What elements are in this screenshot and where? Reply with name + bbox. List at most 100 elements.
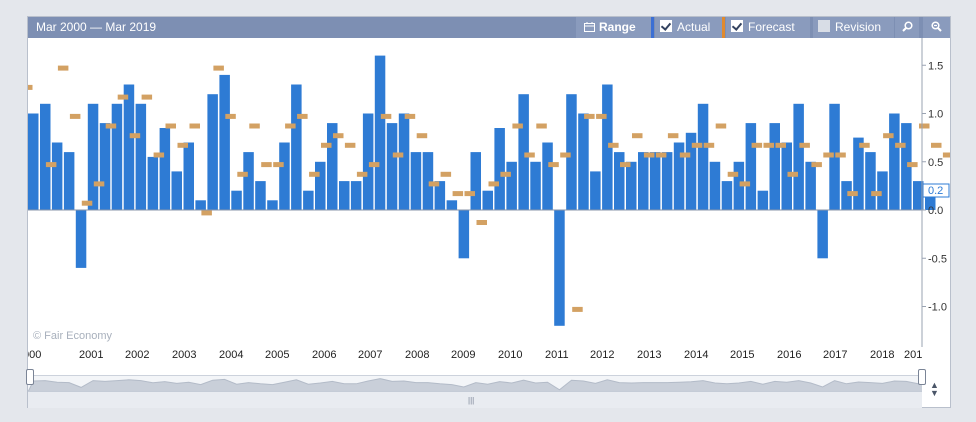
forecast-marker[interactable] xyxy=(811,162,822,168)
actual-bar[interactable] xyxy=(554,210,565,326)
forecast-marker[interactable] xyxy=(404,113,416,119)
forecast-marker[interactable] xyxy=(655,152,667,158)
actual-bar[interactable] xyxy=(661,152,673,210)
actual-bar[interactable] xyxy=(865,152,876,210)
actual-bar[interactable] xyxy=(805,161,816,211)
actual-bar[interactable] xyxy=(195,200,206,210)
forecast-marker[interactable] xyxy=(249,123,260,129)
forecast-marker[interactable] xyxy=(129,133,141,139)
actual-bar[interactable] xyxy=(841,181,852,210)
actual-bar[interactable] xyxy=(685,132,697,210)
forecast-marker[interactable] xyxy=(847,191,858,197)
actual-bar[interactable] xyxy=(303,190,314,210)
forecast-marker[interactable] xyxy=(344,142,356,148)
actual-bar[interactable] xyxy=(183,142,195,211)
forecast-marker[interactable] xyxy=(201,210,212,216)
actual-bar[interactable] xyxy=(40,103,51,210)
forecast-marker[interactable] xyxy=(153,152,165,158)
forecast-marker[interactable] xyxy=(548,162,559,168)
actual-bar[interactable] xyxy=(99,123,111,210)
forecast-marker[interactable] xyxy=(69,113,81,119)
forecast-marker[interactable] xyxy=(333,133,344,139)
forecast-marker[interactable] xyxy=(368,162,380,168)
actual-bar[interactable] xyxy=(602,84,613,211)
actual-bar[interactable] xyxy=(207,94,218,210)
actual-bar[interactable] xyxy=(279,142,290,211)
actual-bar[interactable] xyxy=(386,123,398,210)
forecast-marker[interactable] xyxy=(643,152,655,158)
forecast-marker[interactable] xyxy=(476,220,488,225)
forecast-marker[interactable] xyxy=(93,181,105,187)
actual-bar[interactable] xyxy=(614,152,625,210)
forecast-marker[interactable] xyxy=(57,65,69,71)
actual-bar[interactable] xyxy=(28,113,39,211)
actual-bar[interactable] xyxy=(350,181,362,210)
forecast-marker[interactable] xyxy=(380,113,392,119)
actual-bar[interactable] xyxy=(757,190,769,210)
actual-bar[interactable] xyxy=(506,161,517,211)
actual-bar[interactable] xyxy=(219,74,230,211)
navigator-right-handle[interactable] xyxy=(918,369,926,385)
navigator-left-handle[interactable] xyxy=(26,369,34,385)
actual-bar[interactable] xyxy=(470,152,482,210)
zoom-out-button[interactable] xyxy=(923,17,950,38)
actual-bar[interactable] xyxy=(422,152,434,210)
forecast-marker[interactable] xyxy=(452,191,464,197)
forecast-marker[interactable] xyxy=(416,133,428,139)
actual-bar[interactable] xyxy=(243,152,254,210)
actual-bar[interactable] xyxy=(494,128,505,210)
actual-bar[interactable] xyxy=(709,161,721,211)
actual-bar[interactable] xyxy=(590,171,601,210)
actual-bar[interactable] xyxy=(398,113,410,211)
actual-bar[interactable] xyxy=(901,123,912,210)
forecast-checkbox[interactable] xyxy=(731,20,743,32)
forecast-marker[interactable] xyxy=(500,171,511,177)
actual-bar[interactable] xyxy=(793,103,804,210)
forecast-marker[interactable] xyxy=(835,152,846,158)
forecast-marker[interactable] xyxy=(739,181,751,187)
actual-bar[interactable] xyxy=(697,103,709,210)
forecast-marker[interactable] xyxy=(715,123,727,129)
forecast-marker[interactable] xyxy=(440,171,452,177)
actual-bar[interactable] xyxy=(123,84,135,211)
forecast-marker[interactable] xyxy=(560,152,571,158)
actual-bar[interactable] xyxy=(745,123,757,210)
actual-bar[interactable] xyxy=(51,142,63,211)
actual-bar[interactable] xyxy=(817,210,828,259)
actual-bar[interactable] xyxy=(434,181,446,210)
actual-bar[interactable] xyxy=(171,171,183,210)
forecast-marker[interactable] xyxy=(823,152,834,158)
actual-bar[interactable] xyxy=(769,123,781,210)
forecast-marker[interactable] xyxy=(871,191,882,197)
forecast-marker[interactable] xyxy=(285,123,296,129)
actual-bar[interactable] xyxy=(255,181,266,210)
forecast-marker[interactable] xyxy=(691,142,703,148)
actual-bar[interactable] xyxy=(578,113,589,211)
actual-bar[interactable] xyxy=(111,103,123,210)
actual-bar[interactable] xyxy=(147,156,159,210)
actual-bar[interactable] xyxy=(267,200,278,210)
forecast-marker[interactable] xyxy=(28,84,33,90)
forecast-marker[interactable] xyxy=(608,142,619,148)
forecast-marker[interactable] xyxy=(273,162,284,168)
forecast-marker[interactable] xyxy=(189,123,201,129)
actual-bar[interactable] xyxy=(781,142,793,211)
forecast-marker[interactable] xyxy=(392,152,404,158)
actual-bar[interactable] xyxy=(853,137,864,210)
scrollbar-grip-icon[interactable]: ||| xyxy=(468,396,475,405)
actual-bar[interactable] xyxy=(877,171,888,210)
forecast-marker[interactable] xyxy=(727,171,739,177)
actual-checkbox[interactable] xyxy=(660,20,672,32)
actual-bar[interactable] xyxy=(482,190,494,210)
revision-toggle[interactable]: Revision xyxy=(813,17,894,38)
forecast-marker[interactable] xyxy=(775,142,787,148)
forecast-marker[interactable] xyxy=(942,152,950,158)
y-scroll-arrows[interactable]: ▲ ▼ xyxy=(930,380,939,398)
actual-bar[interactable] xyxy=(410,152,422,210)
forecast-toggle[interactable]: Forecast xyxy=(726,17,810,38)
forecast-marker[interactable] xyxy=(261,162,272,168)
actual-bar[interactable] xyxy=(530,161,541,211)
forecast-marker[interactable] xyxy=(45,162,57,168)
scrollbar[interactable]: ||| xyxy=(28,391,922,408)
up-arrow-icon[interactable]: ▲ xyxy=(930,380,939,390)
